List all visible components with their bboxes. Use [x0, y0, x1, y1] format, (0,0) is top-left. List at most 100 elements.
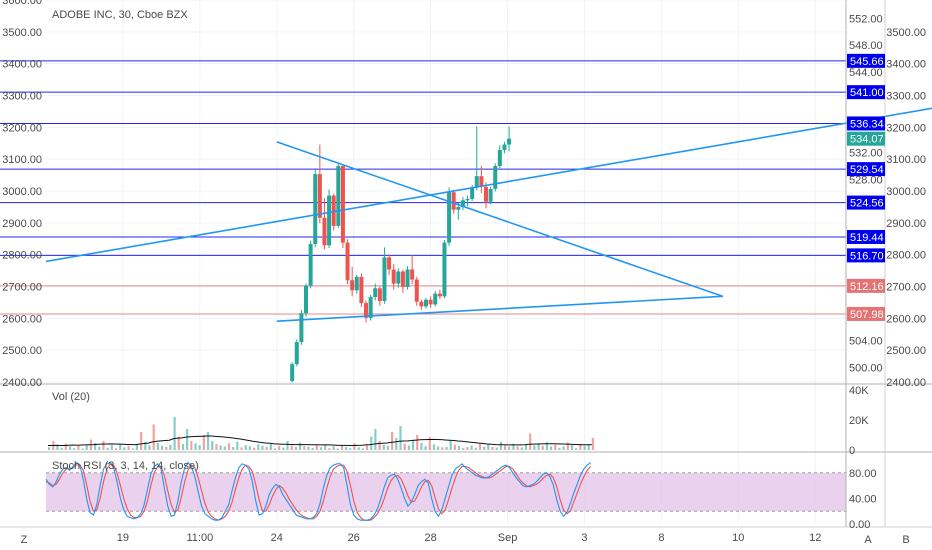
- volume-bar: [503, 445, 507, 450]
- left-axis-tick: 3300.00: [2, 91, 42, 103]
- candle-body: [456, 207, 461, 210]
- left-axis-tick: 2500.00: [2, 345, 42, 357]
- symbol-title: ADOBE INC, 30, Cboe BZX: [52, 9, 188, 21]
- left-axis-tick: 2800.00: [2, 250, 42, 262]
- volume-bar: [127, 446, 130, 450]
- volume-bar: [541, 445, 544, 450]
- volume-bar: [336, 448, 339, 450]
- level-price-tag: [847, 306, 885, 321]
- candle-body: [465, 198, 470, 201]
- volume-bar: [160, 445, 164, 450]
- candle-body: [437, 293, 442, 297]
- log-scale-button[interactable]: B: [902, 534, 909, 546]
- volume-bar: [194, 443, 197, 450]
- right-outer-axis-tick: 2900.00: [886, 218, 926, 230]
- volume-bar: [324, 444, 327, 450]
- candle-body: [322, 217, 327, 246]
- volume-bar: [244, 445, 247, 450]
- candle-body: [424, 299, 428, 307]
- stoch-band-layer: [46, 472, 846, 512]
- volume-bar: [495, 447, 498, 450]
- volume-bar: [169, 444, 172, 450]
- level-price-tag: [847, 162, 885, 177]
- trendline: [276, 141, 724, 298]
- volume-bar: [286, 441, 289, 450]
- x-tick-label: 28: [424, 532, 436, 544]
- candle-body: [507, 138, 512, 145]
- volume-ma-line: [48, 435, 592, 446]
- volume-bar: [349, 448, 352, 450]
- auto-scale-button[interactable]: A: [864, 534, 872, 546]
- stoch-overbought-oversold-band: [46, 472, 846, 512]
- candle-body: [442, 242, 447, 297]
- volume-bar: [48, 447, 51, 450]
- candle-body: [359, 276, 364, 304]
- volume-bar: [340, 445, 344, 450]
- timezone-z-icon[interactable]: Z: [21, 534, 28, 546]
- volume-bar: [202, 435, 205, 450]
- right-outer-axis-tick: 2400.00: [886, 377, 926, 389]
- candle-body: [414, 279, 419, 302]
- volume-bar: [416, 435, 419, 450]
- right-inner-axis-tick: 504.00: [849, 336, 883, 348]
- volume-bar: [261, 445, 264, 450]
- candle-body: [373, 288, 378, 298]
- x-tick-label: 12: [809, 532, 821, 544]
- volume-bar: [374, 429, 377, 450]
- volume-bar: [499, 441, 502, 450]
- volume-bar: [512, 443, 515, 450]
- volume-bar: [516, 446, 519, 450]
- stoch-k-line: [45, 461, 591, 521]
- candle-body: [327, 195, 332, 246]
- volume-layer: [48, 417, 595, 450]
- candle-body: [493, 166, 498, 189]
- grid-layer: [46, 0, 846, 524]
- trend-layer[interactable]: [45, 70, 932, 323]
- candle-body: [317, 174, 322, 218]
- volume-bar: [537, 443, 540, 450]
- right-outer-axis-tick: 3500.00: [886, 27, 926, 39]
- volume-bar: [332, 446, 335, 450]
- volume-bar: [411, 439, 415, 450]
- right-outer-axis-tick: 3200.00: [886, 122, 926, 134]
- right-outer-axis-tick: 3100.00: [886, 154, 926, 166]
- level-price-tag-label: 516.70: [850, 250, 884, 262]
- volume-bar: [570, 444, 574, 450]
- volume-bar: [382, 444, 385, 450]
- volume-bar: [575, 448, 578, 450]
- left-axis-tick: 3200.00: [2, 122, 42, 134]
- volume-bar: [94, 442, 97, 450]
- candle-body: [470, 187, 475, 199]
- volume-bar: [529, 433, 532, 450]
- candle-body: [460, 200, 465, 208]
- stoch-axis-tick: 0.00: [849, 519, 870, 531]
- right-outer-axis-tick: 3000.00: [886, 186, 926, 198]
- level-price-tag: [847, 195, 885, 210]
- left-axis-tick: 2600.00: [2, 313, 42, 325]
- volume-bar: [219, 445, 222, 450]
- last-price-tag: [847, 131, 885, 146]
- volume-bar: [282, 447, 285, 450]
- candle-body: [479, 176, 484, 187]
- candle-body: [387, 257, 392, 270]
- volume-bar: [119, 444, 122, 450]
- volume-bar: [156, 442, 159, 450]
- volume-bar: [60, 447, 63, 450]
- volume-bar: [487, 444, 490, 450]
- right-inner-axis-tick: 552.00: [849, 13, 883, 25]
- volume-bar: [432, 444, 436, 450]
- volume-bar: [307, 446, 310, 450]
- volume-bar: [441, 447, 444, 450]
- volume-bar: [378, 441, 381, 450]
- volume-bar: [566, 442, 569, 450]
- level-price-tag: [847, 248, 885, 263]
- candle-body: [502, 144, 507, 150]
- candle-body: [350, 280, 355, 291]
- volume-bar: [177, 436, 180, 450]
- candle-body: [377, 288, 382, 302]
- x-tick-label: 11:00: [186, 532, 213, 544]
- volume-bar: [298, 442, 302, 450]
- x-tick-label: 10: [732, 532, 744, 544]
- volume-bar: [135, 444, 139, 450]
